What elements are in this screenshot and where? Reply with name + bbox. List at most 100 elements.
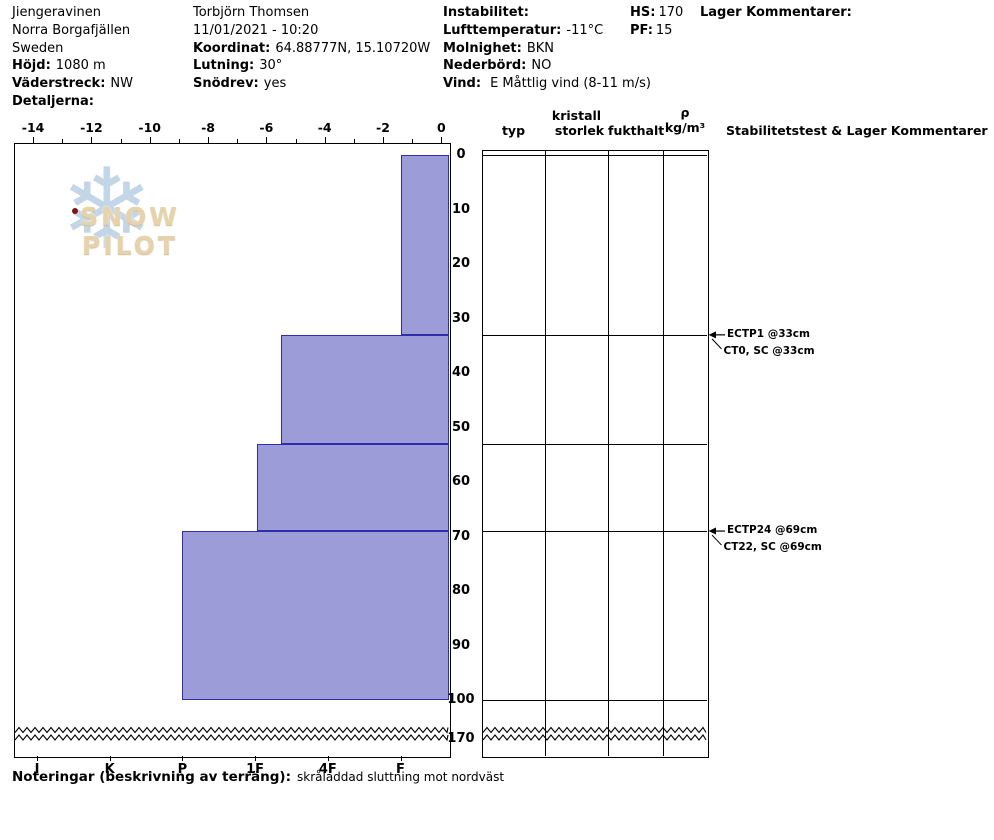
depth-axis-label: 20 xyxy=(451,256,471,271)
sky-row: Molnighet: BKN xyxy=(443,40,651,58)
temp-axis-label: -8 xyxy=(201,120,215,135)
temp-axis-minor-tick xyxy=(120,139,122,143)
pf-value: 15 xyxy=(655,22,673,38)
hardness-axis-label: I xyxy=(34,762,40,777)
site-info-block: Jiengeravinen Norra Borgafjällen Sweden … xyxy=(12,4,133,111)
aspect-value: NW xyxy=(110,76,133,92)
weather-info-block: Instabilitet: Lufttemperatur: -11°C Molni… xyxy=(443,4,651,93)
stability-test-secondary: CT22, SC @69cm xyxy=(723,541,822,554)
stability-test-primary: ECTP1 @33cm xyxy=(727,327,810,340)
column-header-stability: Stabilitetstest & Lager Kommentarer xyxy=(726,123,988,138)
snowpilot-logo: ❄ SNOW PILOT xyxy=(46,150,214,270)
layer-boundary-line xyxy=(482,531,707,533)
air-temp-value: -11°C xyxy=(566,22,604,38)
column-divider xyxy=(663,150,664,756)
drifting-label: Snödrev: xyxy=(193,76,259,92)
elevation-label: Höjd: xyxy=(12,58,51,74)
temp-axis-minor-tick xyxy=(295,139,297,143)
sky-value: BKN xyxy=(526,40,554,56)
slope-value: 30° xyxy=(259,58,283,74)
temp-axis-tick xyxy=(33,137,35,143)
depth-axis-label: 80 xyxy=(451,583,471,598)
hardness-axis-tick xyxy=(327,756,329,761)
layer-boundary-line xyxy=(482,443,707,445)
column-header-kristall: kristall xyxy=(551,108,602,123)
hardness-axis-tick xyxy=(109,756,111,761)
pf-row: PF: 15 xyxy=(630,22,683,40)
details-label: Detaljerna: xyxy=(12,93,94,109)
temp-axis-label: -6 xyxy=(259,120,274,135)
coordinate-label: Koordinat: xyxy=(193,40,271,56)
site-country: Sweden xyxy=(12,40,64,56)
temp-axis-tick xyxy=(208,137,210,143)
hardness-axis-tick xyxy=(255,756,257,761)
observation-datetime: 11/01/2021 - 10:20 xyxy=(193,22,319,38)
air-temp-row: Lufttemperatur: -11°C xyxy=(443,22,651,40)
snow-layer xyxy=(256,443,449,532)
terrain-notes: Noteringar (beskrivning av terräng): skrå… xyxy=(12,766,504,785)
temp-axis-minor-tick xyxy=(237,139,239,143)
snow-layer xyxy=(280,334,449,444)
notes-label: Noteringar (beskrivning av terräng): xyxy=(12,769,291,785)
temp-axis-tick xyxy=(91,137,93,143)
column-header-density-symbol: ρ xyxy=(680,105,690,120)
temp-axis-minor-tick xyxy=(353,139,355,143)
hs-label: HS: xyxy=(630,5,656,20)
column-divider xyxy=(608,150,609,756)
details-row: Detaljerna: xyxy=(12,93,133,111)
depth-axis-label: 60 xyxy=(451,474,471,489)
column-header-fukthalt: fukthalt xyxy=(608,123,665,138)
hardness-axis-label: P xyxy=(177,762,188,777)
wind-row: Vind: E Måttlig vind (8-11 m/s) xyxy=(443,75,651,93)
layer-boundary-line xyxy=(482,155,707,156)
air-temp-label: Lufttemperatur: xyxy=(443,22,562,38)
drifting-value: yes xyxy=(263,76,287,92)
hardness-axis-tick xyxy=(37,756,38,761)
depth-axis-label: 100 xyxy=(447,692,475,707)
stability-test-primary: ECTP24 @69cm xyxy=(727,524,818,537)
precip-label: Nederbörd: xyxy=(443,58,527,74)
layer-comments-row: Lager Kommentarer: xyxy=(700,4,852,22)
depth-axis-label: 0 xyxy=(456,147,466,162)
sky-label: Molnighet: xyxy=(443,40,522,56)
slope-row: Lutning: 30° xyxy=(193,57,430,75)
precip-value: NO xyxy=(531,58,552,74)
depth-axis-label: 40 xyxy=(451,365,471,380)
wind-label: Vind: xyxy=(443,76,482,92)
site-name: Jiengeravinen xyxy=(12,5,102,20)
total-depth-label: 170 xyxy=(447,731,475,746)
hs-row: HS: 170 xyxy=(630,4,683,22)
temp-axis-minor-tick xyxy=(62,139,64,143)
drifting-row: Snödrev: yes xyxy=(193,75,430,93)
depth-axis-label: 70 xyxy=(451,528,471,544)
temp-axis-tick xyxy=(324,137,326,143)
temp-axis-minor-tick xyxy=(412,139,414,143)
hardness-axis-label: 4F xyxy=(318,762,337,777)
data-columns-panel xyxy=(482,150,709,758)
site-aspect-row: Väderstreck: NW xyxy=(12,75,133,93)
layer-boundary-line xyxy=(482,334,707,336)
instability-row: Instabilitet: xyxy=(443,4,651,22)
depth-axis-label: 10 xyxy=(451,201,471,217)
observer-info-block: Torbjörn Thomsen 11/01/2021 - 10:20 Koor… xyxy=(193,4,430,93)
snowpack-totals-block: HS: 170 PF: 15 xyxy=(630,4,683,40)
logo-red-dot xyxy=(72,208,78,214)
temp-axis-tick xyxy=(441,137,443,143)
temp-axis-label: -4 xyxy=(317,120,332,135)
profile-plot-area xyxy=(14,143,451,758)
pf-label: PF: xyxy=(630,22,653,38)
hardness-axis-label: F xyxy=(396,762,405,777)
depth-axis-label: 30 xyxy=(451,310,471,326)
temp-axis-tick xyxy=(149,137,151,143)
snow-layer xyxy=(182,531,449,700)
slope-label: Lutning: xyxy=(193,58,255,74)
aspect-label: Väderstreck: xyxy=(12,76,106,92)
coordinate-value: 64.88777N, 15.10720W xyxy=(275,40,431,56)
temp-axis-minor-tick xyxy=(178,139,180,143)
temp-axis-label: -14 xyxy=(21,120,45,135)
elevation-value: 1080 m xyxy=(55,58,106,74)
snow-layer xyxy=(400,155,449,335)
site-region: Norra Borgafjällen xyxy=(12,22,131,38)
